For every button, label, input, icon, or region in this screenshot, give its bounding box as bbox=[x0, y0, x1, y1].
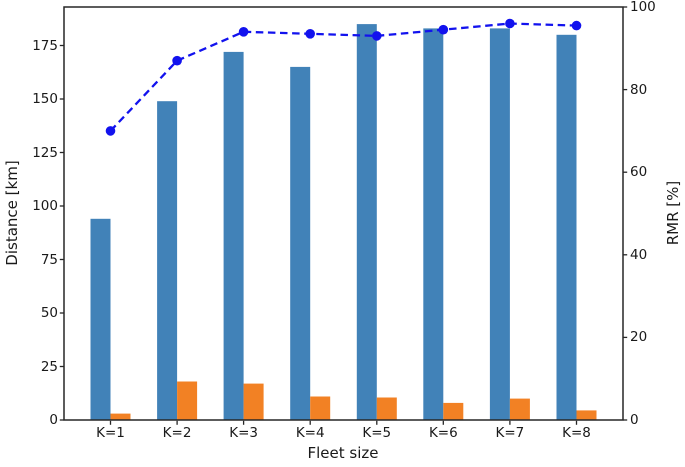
x-axis-tick-label: K=4 bbox=[295, 425, 325, 441]
rmr-marker bbox=[438, 24, 449, 35]
y-axis-left-tick-label: 150 bbox=[32, 91, 58, 107]
rmr-marker bbox=[238, 27, 249, 37]
y-axis-left-tick-label: 100 bbox=[32, 198, 58, 214]
y-axis-right-tick-label: 60 bbox=[630, 164, 648, 181]
y-axis-right-title: RMR [%] bbox=[664, 180, 682, 246]
x-axis-title: Fleet size bbox=[307, 444, 379, 462]
y-axis-right-tick-label: 100 bbox=[630, 0, 656, 15]
plot-frame bbox=[63, 6, 624, 421]
secondary-bar bbox=[443, 402, 464, 420]
x-axis-tick-label: K=8 bbox=[562, 425, 591, 441]
distance-bar bbox=[223, 51, 244, 421]
distance-bar bbox=[290, 66, 311, 421]
y-axis-left-tick-label: 125 bbox=[32, 144, 58, 161]
secondary-bar bbox=[243, 383, 264, 420]
x-axis-tick-label: K=5 bbox=[362, 425, 392, 441]
rmr-line bbox=[109, 22, 577, 132]
secondary-bar bbox=[576, 410, 597, 420]
y-axis-left-tick-label: 0 bbox=[49, 412, 58, 428]
rmr-marker bbox=[372, 31, 382, 41]
y-axis-left-tick-label: 175 bbox=[32, 37, 58, 54]
secondary-bar bbox=[177, 381, 198, 420]
distance-bar bbox=[356, 24, 377, 420]
y-axis-right-tick-label: 40 bbox=[630, 246, 648, 263]
distance-bar bbox=[489, 28, 510, 421]
x-axis-tick-label: K=6 bbox=[428, 425, 458, 441]
y-axis-left-tick-label: 50 bbox=[40, 305, 58, 321]
rmr-marker bbox=[105, 126, 116, 136]
x-axis-tick-label: K=2 bbox=[162, 425, 192, 441]
x-axis-tick-label: K=1 bbox=[96, 425, 125, 441]
secondary-bar bbox=[509, 398, 530, 420]
rmr-marker bbox=[305, 29, 316, 39]
distance-bar bbox=[90, 218, 111, 420]
secondary-bar bbox=[310, 396, 331, 420]
secondary-bar bbox=[110, 413, 131, 420]
distance-bar bbox=[556, 34, 577, 421]
y-axis-left-tick-label: 25 bbox=[40, 358, 58, 375]
x-axis-tick-label: K=3 bbox=[229, 425, 258, 441]
y-axis-right-tick-label: 0 bbox=[630, 412, 639, 428]
y-axis-right-tick-label: 80 bbox=[630, 81, 648, 98]
distance-bar bbox=[423, 28, 444, 421]
y-axis-left-tick-label: 75 bbox=[40, 251, 58, 268]
rmr-marker bbox=[172, 55, 182, 66]
distance-bar bbox=[157, 101, 178, 420]
rmr-marker bbox=[571, 20, 582, 31]
rmr-marker bbox=[505, 18, 515, 29]
y-axis-left-title: Distance [km] bbox=[3, 160, 21, 266]
x-axis-tick-label: K=7 bbox=[495, 425, 525, 441]
secondary-bar bbox=[376, 397, 397, 420]
y-axis-right-tick-label: 20 bbox=[630, 329, 648, 346]
